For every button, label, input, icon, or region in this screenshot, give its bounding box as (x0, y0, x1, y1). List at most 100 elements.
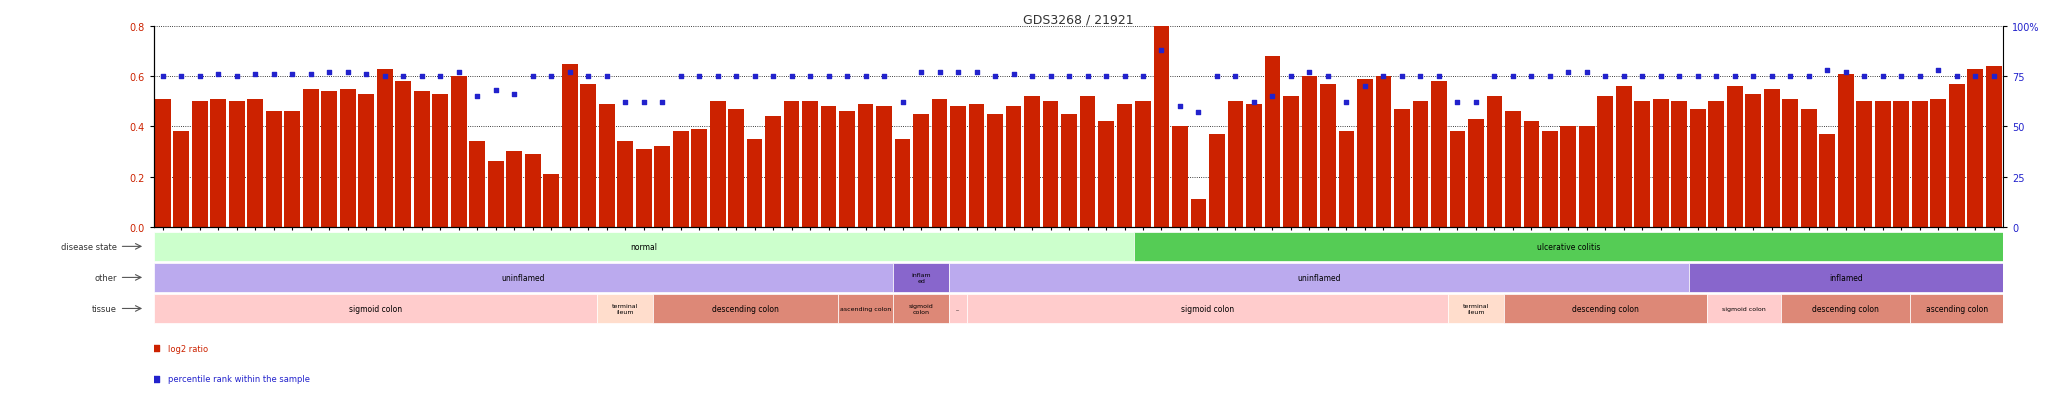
Bar (211, 100, 225, 227)
Bar (821, 107, 836, 227)
Text: normal: normal (631, 242, 657, 251)
Bar (285, 112, 301, 227)
Point (813, 74, 846, 80)
Point (1792, 74, 1825, 80)
Bar (1079, 97, 1096, 227)
Bar (432, 95, 449, 227)
Text: uninflamed: uninflamed (1296, 273, 1341, 282)
Bar (653, 147, 670, 227)
Bar (1524, 122, 1540, 227)
Point (831, 74, 864, 80)
Point (498, 92, 530, 98)
Bar (598, 104, 614, 227)
Bar (469, 142, 485, 227)
Point (1145, 47, 1178, 54)
Text: ascending colon: ascending colon (840, 306, 891, 311)
Point (350, 71, 383, 78)
Bar (506, 152, 522, 227)
Point (184, 74, 217, 80)
Point (1939, 74, 1972, 80)
Bar (451, 77, 467, 227)
Bar (1413, 102, 1427, 227)
Point (1200, 74, 1233, 80)
Bar (414, 92, 430, 227)
Point (1053, 74, 1085, 80)
Bar (1837, 74, 1853, 227)
Bar (1561, 127, 1577, 227)
Point (1810, 68, 1843, 74)
Bar (1376, 77, 1391, 227)
Bar (1745, 95, 1761, 227)
Point (1016, 74, 1049, 80)
Point (1829, 70, 1862, 76)
Bar (616, 142, 633, 227)
Bar (635, 150, 651, 227)
Text: inflamed: inflamed (1829, 273, 1862, 282)
Point (1589, 74, 1622, 80)
Bar (840, 112, 854, 227)
Point (1071, 74, 1104, 80)
Bar (1339, 132, 1354, 227)
Point (571, 74, 604, 80)
Bar (1690, 109, 1706, 227)
Text: inflam
ed: inflam ed (911, 272, 932, 283)
Bar (1874, 102, 1890, 227)
Text: ascending colon: ascending colon (1925, 304, 1989, 313)
Bar (1450, 132, 1464, 227)
Bar (969, 104, 985, 227)
Bar (1671, 102, 1688, 227)
Text: disease state: disease state (61, 242, 117, 251)
Bar (1708, 102, 1724, 227)
Bar (1579, 127, 1595, 227)
Bar (154, 232, 1135, 261)
Bar (1892, 102, 1909, 227)
Bar (748, 140, 762, 227)
Point (276, 71, 309, 78)
Point (147, 74, 180, 80)
Point (240, 71, 272, 78)
Point (1219, 74, 1251, 80)
Point (850, 74, 883, 80)
Bar (838, 294, 893, 323)
Bar (1245, 104, 1262, 227)
Bar (1616, 87, 1632, 227)
Point (332, 70, 365, 76)
Point (758, 74, 791, 80)
Bar (948, 294, 967, 323)
Point (424, 74, 457, 80)
Bar (1208, 135, 1225, 227)
Bar (1135, 102, 1151, 227)
Text: ulcerative colitis: ulcerative colitis (1536, 242, 1599, 251)
Point (1921, 68, 1954, 74)
Bar (1503, 294, 1708, 323)
Bar (893, 294, 948, 323)
Bar (674, 132, 688, 227)
Bar (1190, 199, 1206, 227)
Point (1516, 74, 1548, 80)
Point (1460, 100, 1493, 106)
Point (535, 74, 567, 80)
Bar (1597, 97, 1614, 227)
Point (553, 70, 586, 76)
Text: descending colon: descending colon (1573, 304, 1638, 313)
Point (451, 129, 483, 135)
Point (479, 88, 512, 94)
Bar (598, 294, 653, 323)
Point (461, 94, 494, 100)
Point (1182, 110, 1214, 116)
Bar (1968, 69, 1982, 227)
Bar (154, 263, 893, 292)
Point (1274, 74, 1307, 80)
Point (1663, 74, 1696, 80)
Bar (913, 114, 930, 227)
Bar (1358, 79, 1372, 227)
Bar (1432, 82, 1446, 227)
Point (1237, 100, 1270, 106)
Bar (193, 102, 207, 227)
Bar (1950, 84, 1964, 227)
Text: sigmoid colon: sigmoid colon (1722, 306, 1765, 311)
Bar (1006, 107, 1022, 227)
Bar (711, 102, 725, 227)
Point (1108, 74, 1141, 80)
Text: sigmoid
colon: sigmoid colon (909, 303, 934, 314)
